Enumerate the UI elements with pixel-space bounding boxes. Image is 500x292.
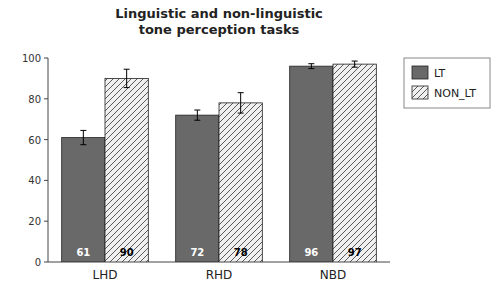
error-cap — [80, 130, 86, 131]
data-labels: 61 72 96 90 78 97 — [76, 247, 361, 258]
data-label: 90 — [120, 247, 134, 258]
title-line: Linguistic and non-linguistic — [115, 6, 323, 21]
y-tick-label: 20 — [28, 216, 41, 227]
chart-container: Linguistic and non-linguistictone percep… — [0, 0, 500, 292]
bar-hatch — [105, 78, 148, 262]
chart-svg: Linguistic and non-linguistictone percep… — [0, 0, 500, 292]
legend-swatch — [412, 66, 428, 79]
error-cap — [124, 87, 130, 88]
bar-hatch — [219, 103, 262, 262]
title: Linguistic and non-linguistictone percep… — [115, 6, 323, 37]
y-tick — [44, 221, 48, 222]
error-bar — [308, 64, 314, 69]
bar — [333, 64, 376, 262]
error-line — [240, 93, 241, 113]
error-cap — [238, 92, 244, 93]
bar — [176, 115, 219, 262]
legend-label: NON_LT — [434, 87, 476, 100]
y-tick — [44, 180, 48, 181]
error-cap — [308, 63, 314, 64]
y-axis-line — [48, 58, 49, 262]
x-tick-label: NBD — [320, 268, 346, 282]
y-tick-label: 0 — [35, 257, 41, 268]
error-bar — [352, 61, 358, 67]
y-tick — [44, 58, 48, 59]
legend-label: LT — [434, 67, 446, 80]
y-tick-label: 40 — [28, 175, 41, 186]
legend: LT NON_LT — [404, 58, 490, 108]
data-label: 96 — [304, 247, 318, 258]
legend-swatch-hatch — [412, 86, 428, 99]
bar — [290, 66, 333, 262]
x-tick-label: RHD — [206, 268, 233, 282]
error-cap — [352, 61, 358, 62]
bars — [62, 61, 377, 262]
legend-swatch — [412, 86, 428, 99]
error-line — [354, 61, 355, 67]
error-line — [83, 130, 84, 144]
y-tick — [44, 262, 48, 263]
data-label: 78 — [234, 247, 248, 258]
data-label: 61 — [76, 247, 90, 258]
y-tick-label: 80 — [28, 94, 41, 105]
bar — [105, 78, 148, 262]
error-cap — [194, 120, 200, 121]
y-axis: 0 20 40 60 80 100 — [22, 53, 48, 268]
data-label: 72 — [190, 247, 204, 258]
y-tick — [44, 139, 48, 140]
title-line: tone perception tasks — [139, 22, 300, 37]
bar — [62, 138, 105, 262]
error-bar — [194, 110, 200, 120]
error-line — [311, 64, 312, 69]
y-tick-label: 60 — [28, 135, 41, 146]
bar-hatch — [333, 64, 376, 262]
error-cap — [352, 67, 358, 68]
error-line — [197, 110, 198, 120]
error-cap — [124, 69, 130, 70]
error-cap — [80, 144, 86, 145]
error-bar — [238, 93, 244, 113]
error-bar — [80, 130, 86, 144]
error-line — [126, 69, 127, 87]
legend-frame — [404, 58, 490, 108]
data-label: 97 — [348, 247, 362, 258]
y-tick — [44, 98, 48, 99]
y-tick-label: 100 — [22, 53, 41, 64]
error-cap — [194, 110, 200, 111]
error-cap — [308, 68, 314, 69]
x-tick-label: LHD — [93, 268, 118, 282]
error-cap — [238, 113, 244, 114]
error-bar — [124, 69, 130, 87]
bar — [219, 103, 262, 262]
